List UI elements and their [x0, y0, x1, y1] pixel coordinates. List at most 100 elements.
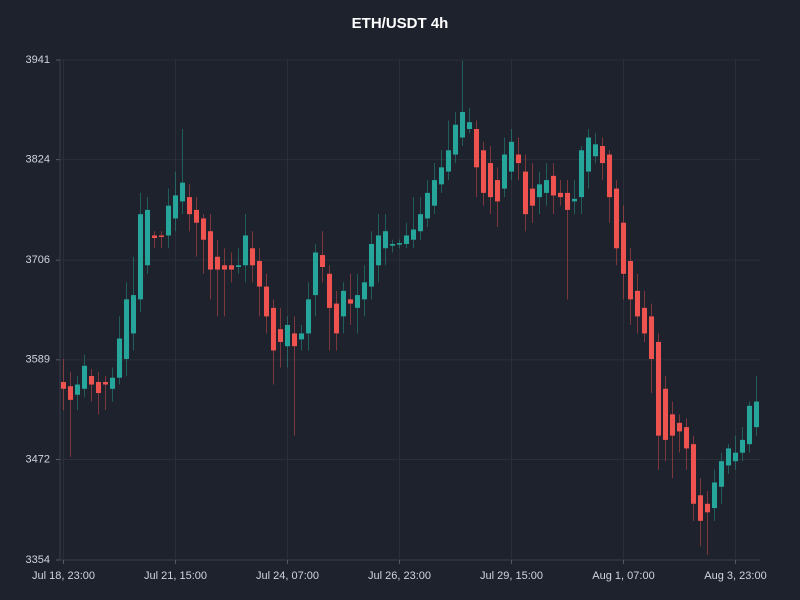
candle-body: [186, 197, 193, 215]
candle-body: [123, 299, 130, 359]
candle-body: [305, 299, 312, 334]
candle-body: [242, 235, 249, 266]
candle-body: [95, 381, 102, 394]
candle-body: [137, 214, 144, 300]
candle-body: [207, 231, 214, 270]
candle-body: [480, 150, 487, 193]
candle-body: [298, 333, 305, 340]
candle-body: [466, 122, 473, 129]
candle-body: [284, 324, 291, 347]
candle-body: [753, 401, 760, 428]
candle-body: [431, 180, 438, 206]
candle-body: [74, 384, 81, 395]
candle-body: [550, 175, 557, 196]
candle-body: [249, 248, 256, 266]
candle-body: [235, 265, 242, 267]
y-tick-label: 3589: [26, 354, 50, 366]
y-tick-label: 3472: [26, 453, 50, 465]
candle-body: [620, 222, 627, 274]
candle-body: [200, 218, 207, 240]
candle-body: [67, 386, 74, 400]
candle-body: [543, 180, 550, 193]
candle-body: [571, 198, 578, 202]
candle-body: [382, 231, 389, 249]
candle-body: [333, 303, 340, 334]
y-tick-label: 3354: [26, 554, 50, 566]
candle-body: [389, 243, 396, 246]
candle-body: [214, 256, 221, 270]
candle-body: [655, 341, 662, 436]
candle-body: [109, 377, 116, 389]
candle-body: [529, 188, 536, 206]
candle-body: [599, 146, 606, 164]
candle-body: [494, 180, 501, 202]
x-tick-label: Jul 26, 23:00: [368, 570, 431, 582]
candle-body: [424, 192, 431, 219]
candle-body: [221, 265, 228, 270]
x-tick-label: Aug 1, 07:00: [592, 570, 654, 582]
y-tick-label: 3941: [26, 54, 50, 66]
candle-body: [347, 299, 354, 304]
candle-body: [368, 243, 375, 287]
candle-body: [515, 154, 522, 164]
candle-body: [193, 209, 200, 223]
candle-body: [319, 255, 326, 267]
candle-body: [102, 381, 109, 385]
candle-body: [606, 154, 613, 198]
candle-body: [473, 128, 480, 168]
candle-body: [634, 290, 641, 317]
candle-body: [627, 261, 634, 300]
candle-body: [445, 150, 452, 172]
candle-body: [452, 124, 459, 155]
candle-body: [340, 290, 347, 317]
candle-body: [676, 422, 683, 432]
candle-body: [746, 405, 753, 445]
candle-body: [326, 273, 333, 308]
candle-body: [270, 307, 277, 351]
candle-body: [375, 235, 382, 266]
candle-body: [291, 333, 298, 347]
candle-body: [557, 192, 564, 198]
chart-title: ETH/USDT 4h: [352, 15, 449, 32]
candle-body: [438, 167, 445, 185]
candle-body: [683, 427, 690, 449]
candle-body: [669, 414, 676, 436]
y-tick-label: 3824: [26, 154, 50, 166]
candle-body: [487, 163, 494, 198]
candle-body: [312, 252, 319, 296]
candle-body: [690, 444, 697, 504]
candle-body: [711, 482, 718, 509]
x-tick-label: Jul 24, 07:00: [256, 570, 319, 582]
candle-body: [179, 182, 186, 202]
x-tick-label: Jul 29, 15:00: [480, 570, 543, 582]
candle-body: [151, 235, 158, 239]
candle-body: [459, 111, 466, 138]
candle-body: [592, 144, 599, 157]
candle-body: [417, 214, 424, 232]
candle-body: [718, 461, 725, 487]
candle-body: [725, 448, 732, 466]
candle-body: [256, 261, 263, 287]
candle-body: [564, 192, 571, 210]
candle-body: [263, 286, 270, 317]
x-tick-label: Jul 18, 23:00: [32, 570, 95, 582]
candle-body: [172, 195, 179, 219]
candle-body: [361, 282, 368, 300]
candle-body: [732, 452, 739, 462]
candle-body: [508, 141, 515, 172]
candle-body: [116, 338, 123, 378]
candle-body: [277, 329, 284, 342]
candle-body: [144, 209, 151, 266]
candle-body: [354, 295, 361, 308]
candle-body: [585, 137, 592, 172]
candle-body: [165, 205, 172, 236]
candle-body: [60, 381, 67, 389]
candle-body: [739, 439, 746, 453]
candle-body: [130, 295, 137, 334]
candle-body: [704, 503, 711, 513]
y-tick-label: 3706: [26, 254, 50, 266]
candle-body: [81, 365, 88, 389]
candle-body: [88, 376, 95, 385]
